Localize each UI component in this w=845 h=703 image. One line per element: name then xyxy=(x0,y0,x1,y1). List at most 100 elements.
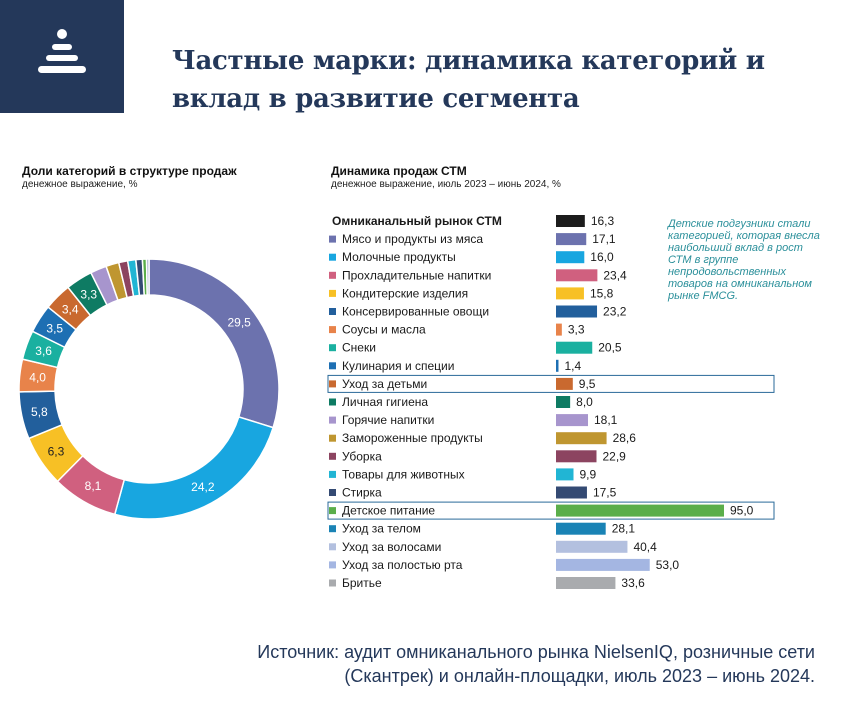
bar-0 xyxy=(556,215,585,227)
source-line2: (Скантрек) и онлайн-площадки, июль 2023 … xyxy=(344,666,815,686)
bar-value-label: 1,4 xyxy=(564,359,581,373)
legend-marker xyxy=(329,271,336,279)
bar-value-label: 28,6 xyxy=(613,431,637,445)
legend-marker xyxy=(329,507,336,515)
bar-category-label: Кондитерские изделия xyxy=(342,286,468,300)
source-line1: Источник: аудит омниканального рынка Nie… xyxy=(257,642,815,662)
bar-category-label: Детское питание xyxy=(342,504,435,518)
bar-value-label: 20,5 xyxy=(598,341,622,355)
bar-category-label: Уход за волосами xyxy=(342,540,441,554)
legend-marker xyxy=(329,416,336,424)
bar-6 xyxy=(556,323,562,336)
donut-slice-0 xyxy=(148,258,280,429)
bar-8 xyxy=(556,359,559,372)
legend-marker xyxy=(329,235,336,243)
bar-value-label: 9,5 xyxy=(579,377,596,391)
bar-15 xyxy=(556,486,587,499)
legend-marker xyxy=(329,561,336,569)
bar-category-label: Омниканальный рынок СТМ xyxy=(332,214,502,228)
donut-slice-1 xyxy=(113,415,275,520)
donut-chart-title: Доли категорий в структуре продаж xyxy=(22,164,237,178)
bar-category-label: Бритье xyxy=(342,576,382,590)
bar-category-label: Стирка xyxy=(342,486,382,500)
bar-chart-title: Динамика продаж СТМ xyxy=(331,164,467,178)
bar-value-label: 23,2 xyxy=(603,305,627,319)
donut-slice-label: 3,5 xyxy=(46,321,63,335)
bar-category-label: Горячие напитки xyxy=(342,413,434,427)
bar-chart-subtitle: денежное выражение, июль 2023 – июнь 202… xyxy=(331,179,561,190)
bar-value-label: 17,1 xyxy=(592,232,616,246)
legend-marker xyxy=(329,362,336,370)
bar-category-label: Консервированные овощи xyxy=(342,305,489,319)
bar-chart: Омниканальный рынок СТМ 16,3 Мясо и продук… xyxy=(327,214,775,590)
bar-category-label: Уборка xyxy=(342,449,382,463)
donut-slice-label: 24,2 xyxy=(191,480,215,494)
bar-category-label: Уход за полостью рта xyxy=(342,558,463,572)
bar-category-label: Соусы и масла xyxy=(342,323,426,337)
donut-slice-label: 4,0 xyxy=(29,370,46,384)
highlight-frame xyxy=(327,374,775,393)
bar-3 xyxy=(556,269,598,282)
bar-value-label: 15,8 xyxy=(590,286,614,300)
bar-category-label: Мясо и продукты из мяса xyxy=(342,232,483,246)
bar-11 xyxy=(556,414,589,427)
page-title-line1: Частные марки: динамика категорий и xyxy=(172,46,765,76)
legend-marker xyxy=(329,452,336,460)
legend-marker xyxy=(329,579,336,587)
donut-slice-label: 3,3 xyxy=(80,288,97,302)
bar-value-label: 16,0 xyxy=(590,250,614,264)
donut-slice-16 xyxy=(145,258,150,296)
bar-category-label: Личная гигиена xyxy=(342,395,428,409)
bar-19 xyxy=(556,558,650,571)
donut-slice-label: 3,4 xyxy=(62,302,79,316)
bar-9 xyxy=(556,377,573,390)
bar-category-label: Уход за телом xyxy=(342,522,421,536)
legend-marker xyxy=(329,525,336,533)
bar-category-label: Молочные продукты xyxy=(342,250,456,264)
bar-value-label: 3,3 xyxy=(568,323,585,337)
callout-note: Детские подгузники стали категорией, кот… xyxy=(668,218,820,302)
page-title-line2: вклад в развитие сегмента xyxy=(172,84,580,114)
bar-category-label: Товары для животных xyxy=(342,467,465,481)
donut-slice-label: 8,1 xyxy=(85,479,102,493)
bar-value-label: 33,6 xyxy=(621,576,645,590)
bar-value-label: 22,9 xyxy=(602,449,626,463)
bar-14 xyxy=(556,468,574,481)
bar-value-label: 23,4 xyxy=(603,268,627,282)
bar-13 xyxy=(556,450,597,463)
bar-12 xyxy=(556,432,607,445)
bar-category-label: Снеки xyxy=(342,341,376,355)
bar-16 xyxy=(556,504,724,517)
legend-marker xyxy=(329,398,336,406)
legend-marker xyxy=(329,253,336,261)
bar-value-label: 8,0 xyxy=(576,395,593,409)
bar-category-label: Кулинария и специи xyxy=(342,359,454,373)
donut-chart-subtitle: денежное выражение, % xyxy=(22,179,138,190)
legend-marker xyxy=(329,543,336,551)
legend-marker xyxy=(329,470,336,478)
donut-chart: 29,5 24,2 8,1 6,3 5,8 4,0 3,6 3,5 3,43,3 xyxy=(18,258,280,520)
bar-value-label: 16,3 xyxy=(591,214,615,228)
bar-4 xyxy=(556,287,584,300)
donut-slice-label: 6,3 xyxy=(48,444,65,458)
bar-10 xyxy=(556,396,571,408)
legend-marker xyxy=(329,326,336,334)
bar-value-label: 17,5 xyxy=(593,486,617,500)
bar-1 xyxy=(556,233,587,246)
bar-2 xyxy=(556,251,585,264)
legend-marker xyxy=(329,289,336,297)
legend-marker xyxy=(329,489,336,496)
bar-value-label: 9,9 xyxy=(580,467,597,481)
bar-category-label: Замороженные продукты xyxy=(342,431,483,445)
donut-slice-label: 5,8 xyxy=(31,405,48,419)
legend-marker xyxy=(329,344,336,352)
legend-marker xyxy=(329,434,336,442)
bar-value-label: 53,0 xyxy=(656,558,680,572)
bar-value-label: 95,0 xyxy=(730,504,754,518)
highlight-frame xyxy=(327,501,775,520)
legend-marker xyxy=(329,380,336,388)
bar-category-label: Прохладительные напитки xyxy=(342,268,491,282)
bar-7 xyxy=(556,341,593,354)
stacked-stones-icon xyxy=(38,29,86,73)
page-title: Частные марки: динамика категорий и вкла… xyxy=(172,42,822,118)
